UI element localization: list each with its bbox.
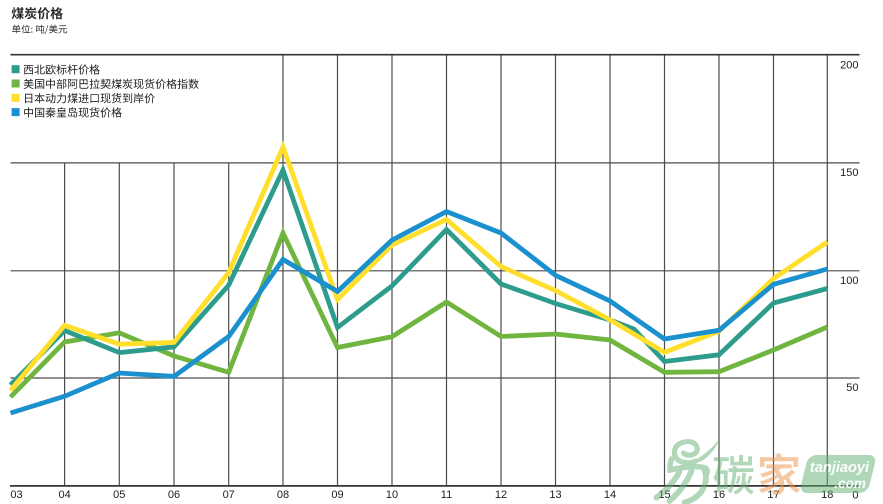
svg-text:07: 07 (223, 489, 235, 501)
svg-text:13: 13 (549, 489, 561, 501)
svg-text:200: 200 (840, 59, 858, 71)
svg-text:14: 14 (604, 489, 616, 501)
svg-text:11: 11 (441, 489, 452, 501)
svg-text:08: 08 (277, 489, 289, 501)
svg-text:100: 100 (840, 275, 858, 287)
svg-text:12: 12 (495, 489, 507, 501)
svg-text:03: 03 (10, 489, 22, 501)
svg-text:10: 10 (386, 489, 398, 501)
svg-text:16: 16 (713, 489, 725, 501)
svg-text:150: 150 (840, 167, 858, 179)
svg-text:50: 50 (846, 382, 858, 394)
svg-text:.com: .com (834, 476, 866, 491)
svg-text:0: 0 (852, 489, 858, 501)
svg-text:09: 09 (331, 489, 343, 501)
svg-text:06: 06 (168, 489, 180, 501)
svg-text:04: 04 (58, 489, 70, 501)
svg-text:tanjiaoyi: tanjiaoyi (810, 460, 870, 476)
svg-text:05: 05 (113, 489, 125, 501)
